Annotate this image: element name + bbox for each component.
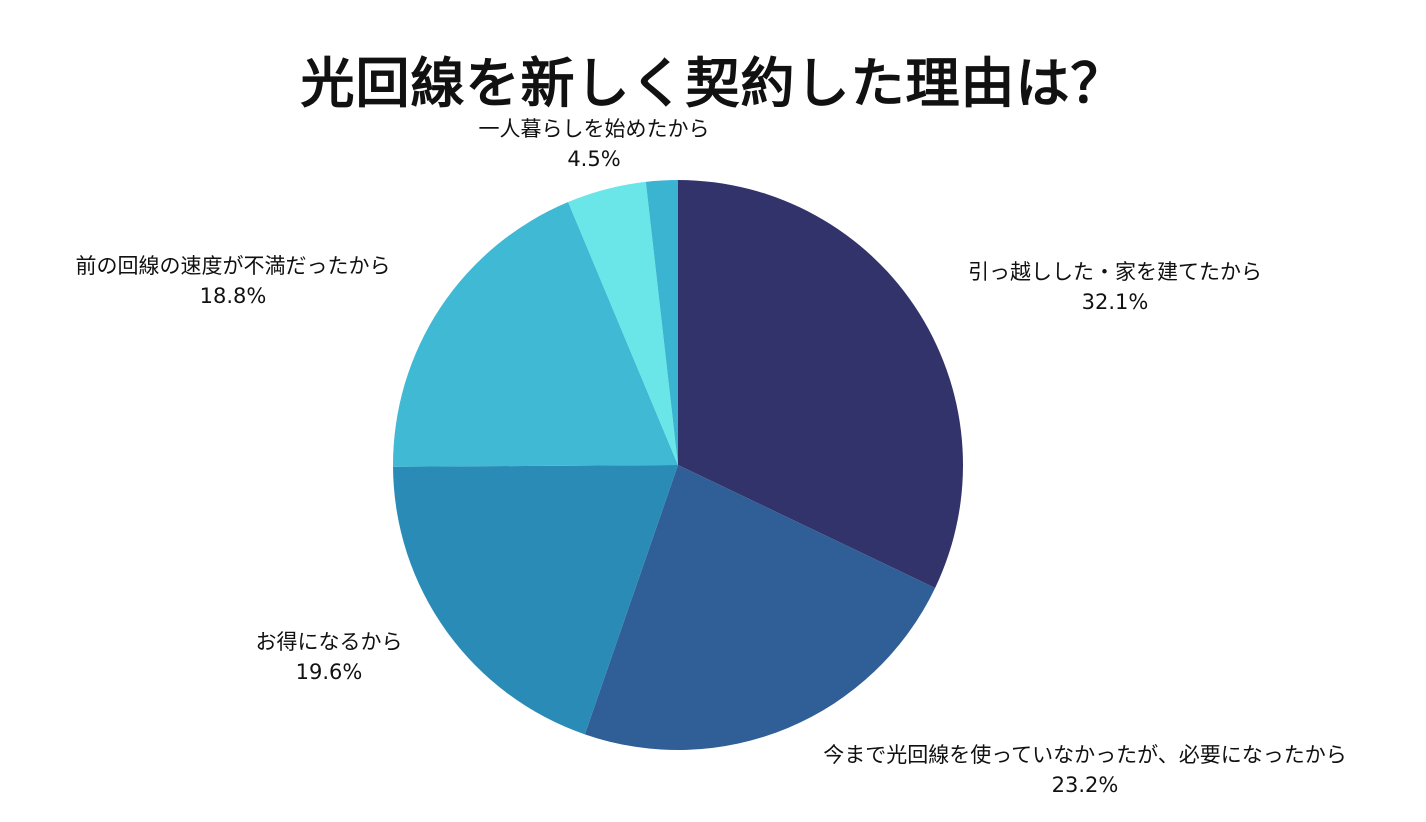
slice-label-text: お得になるから	[255, 630, 403, 654]
slice-label-text: 今まで光回線を使っていなかったが、必要になったから	[823, 743, 1347, 767]
slice-label-living-alone: 一人暮らしを始めたから 4.5%	[479, 114, 710, 174]
pie-slice-5	[645, 180, 678, 465]
pie-slice-1	[584, 465, 936, 750]
slice-label-text: 引っ越しした・家を建てたから	[968, 260, 1262, 284]
pie-slice-2	[393, 465, 678, 735]
slice-value-label: 32.1%	[1081, 290, 1149, 314]
slice-label-newly-needed: 今まで光回線を使っていなかったが、必要になったから 23.2%	[823, 740, 1347, 800]
slice-label-better-deal: お得になるから 19.6%	[256, 627, 403, 687]
slice-value-label: 4.5%	[567, 147, 621, 171]
slice-value-label: 19.6%	[295, 660, 363, 684]
slice-label-moving: 引っ越しした・家を建てたから 32.1%	[968, 257, 1262, 317]
slice-value-label: 23.2%	[1051, 773, 1119, 797]
slice-label-slow-previous-line: 前の回線の速度が不満だったから 18.8%	[76, 251, 391, 311]
slice-value-label: 18.8%	[199, 284, 267, 308]
chart-title: 光回線を新しく契約した理由は？	[300, 52, 1126, 115]
pie-slice-0	[678, 180, 963, 588]
slice-label-text: 一人暮らしを始めたから	[478, 117, 710, 141]
slice-label-text: 前の回線の速度が不満だったから	[75, 254, 391, 278]
pie-slice-3	[393, 202, 678, 467]
pie-slice-4	[568, 181, 678, 465]
